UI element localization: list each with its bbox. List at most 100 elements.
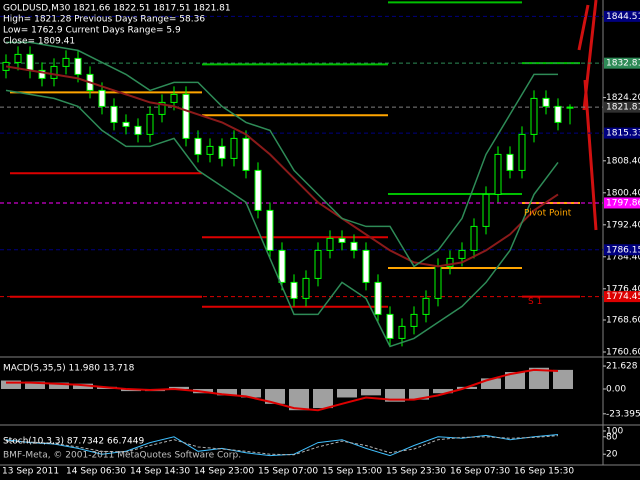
- x-tick-label: 15 Sep 15:00: [322, 467, 382, 477]
- y-tick-label: 1776.40: [606, 284, 640, 294]
- candle-body: [74, 57, 82, 75]
- candle-body: [170, 93, 178, 103]
- histogram-bar: [289, 388, 309, 411]
- candle-body: [146, 113, 154, 135]
- level-tag: [604, 244, 640, 256]
- x-tick-label: 14 Sep 14:30: [130, 467, 190, 477]
- x-tick-label: 14 Sep 06:30: [66, 467, 126, 477]
- y-tick-label: -23.395: [606, 409, 640, 419]
- candle-body: [14, 53, 22, 63]
- footer: BMF-Meta, © 2001-2011 MetaQuotes Softwar…: [3, 451, 241, 461]
- level-tag: [604, 10, 640, 22]
- level-label: 1844.51: [606, 12, 640, 22]
- y-tick-label: 21.628: [606, 362, 638, 372]
- histogram-bar: [409, 388, 429, 400]
- candle-body: [338, 237, 346, 243]
- histogram-bar: [337, 388, 357, 398]
- stoch-line: [5, 435, 559, 456]
- histogram-bar: [385, 388, 405, 402]
- candle-body: [122, 121, 130, 127]
- candle-body: [530, 97, 538, 135]
- y-tick-label: 80: [606, 432, 618, 442]
- histogram-bar: [553, 369, 573, 389]
- y-tick-label: 0.00: [606, 384, 626, 394]
- histogram-bar: [265, 388, 285, 404]
- candle-body: [98, 89, 106, 107]
- header-line: High= 1821.28 Previous Days Range= 58.36: [3, 15, 205, 25]
- histogram-bar: [313, 388, 333, 409]
- candle-body: [434, 265, 442, 299]
- overlay-line: [5, 89, 559, 348]
- candle-body: [62, 57, 70, 67]
- y-tick-label: 1808.40: [606, 156, 640, 166]
- candle-body: [410, 313, 418, 327]
- candle-body: [50, 65, 58, 79]
- y-tick-label: 1784.40: [606, 252, 640, 262]
- candle-body: [374, 281, 382, 315]
- histogram-bar: [73, 383, 93, 389]
- candle-body: [554, 105, 562, 123]
- candle-body: [278, 249, 286, 283]
- candle-body: [314, 249, 322, 279]
- candle-body: [566, 106, 574, 109]
- histogram-bar: [49, 382, 69, 389]
- annotation: Pivot Point: [524, 208, 572, 218]
- candle-body: [446, 257, 454, 267]
- candle-body: [482, 193, 490, 227]
- signal-line: [6, 368, 559, 412]
- candle-body: [506, 153, 514, 171]
- candle-body: [218, 145, 226, 159]
- level-label: 1797.86: [606, 198, 640, 208]
- candle-body: [266, 209, 274, 251]
- histogram-bar: [217, 388, 237, 396]
- histogram-bar: [505, 372, 525, 389]
- histogram-bar: [433, 388, 453, 394]
- candle-body: [542, 97, 550, 107]
- annotation: S 1: [528, 297, 542, 307]
- candle-body: [134, 125, 142, 135]
- x-tick-label: 16 Sep 07:30: [450, 467, 510, 477]
- candle-body: [206, 145, 214, 155]
- panel-title: MACD(5,35,5) 11.980 13.718: [3, 364, 135, 374]
- y-tick-label: 1800.40: [606, 188, 640, 198]
- candle-body: [194, 137, 202, 155]
- level-tag: [604, 57, 640, 69]
- candle-body: [398, 325, 406, 339]
- candle-body: [242, 137, 250, 171]
- x-tick-label: 15 Sep 07:00: [258, 467, 318, 477]
- y-tick-label: 1824.20: [606, 93, 640, 103]
- candle-body: [350, 241, 358, 251]
- overlay-line: [5, 65, 559, 268]
- candle-body: [470, 225, 478, 251]
- level-tag: [604, 127, 640, 139]
- candle-body: [362, 249, 370, 283]
- candle-body: [38, 69, 46, 79]
- candle-body: [26, 53, 34, 71]
- candle-body: [302, 277, 310, 299]
- overlay-line: [6, 41, 558, 268]
- level-label: 1821.81: [606, 103, 640, 113]
- candle-body: [158, 101, 166, 115]
- header-line: GOLDUSD,M30 1821.66 1822.51 1817.51 1821…: [3, 4, 231, 14]
- level-label: 1786.15: [606, 245, 640, 255]
- y-tick-label: 1768.60: [606, 316, 640, 326]
- candle-body: [458, 249, 466, 259]
- candle-body: [386, 313, 394, 339]
- y-tick-label: 1760.60: [606, 348, 640, 358]
- histogram-bar: [481, 378, 501, 389]
- histogram-bar: [529, 367, 549, 389]
- y-tick-label: 1792.40: [606, 220, 640, 230]
- candle-body: [290, 281, 298, 299]
- stoch-line: [5, 433, 559, 457]
- panel-title: Stoch(10,3,3) 87.7342 66.7449: [3, 437, 144, 447]
- level-label: 1774.45: [606, 292, 640, 302]
- candle-body: [326, 237, 334, 251]
- y-tick-label: 100: [606, 427, 623, 437]
- level-label: 1815.33: [606, 129, 640, 139]
- y-tick-label: 20: [606, 450, 618, 460]
- candle-body: [422, 297, 430, 315]
- histogram-bar: [25, 381, 45, 389]
- candle-body: [230, 137, 238, 159]
